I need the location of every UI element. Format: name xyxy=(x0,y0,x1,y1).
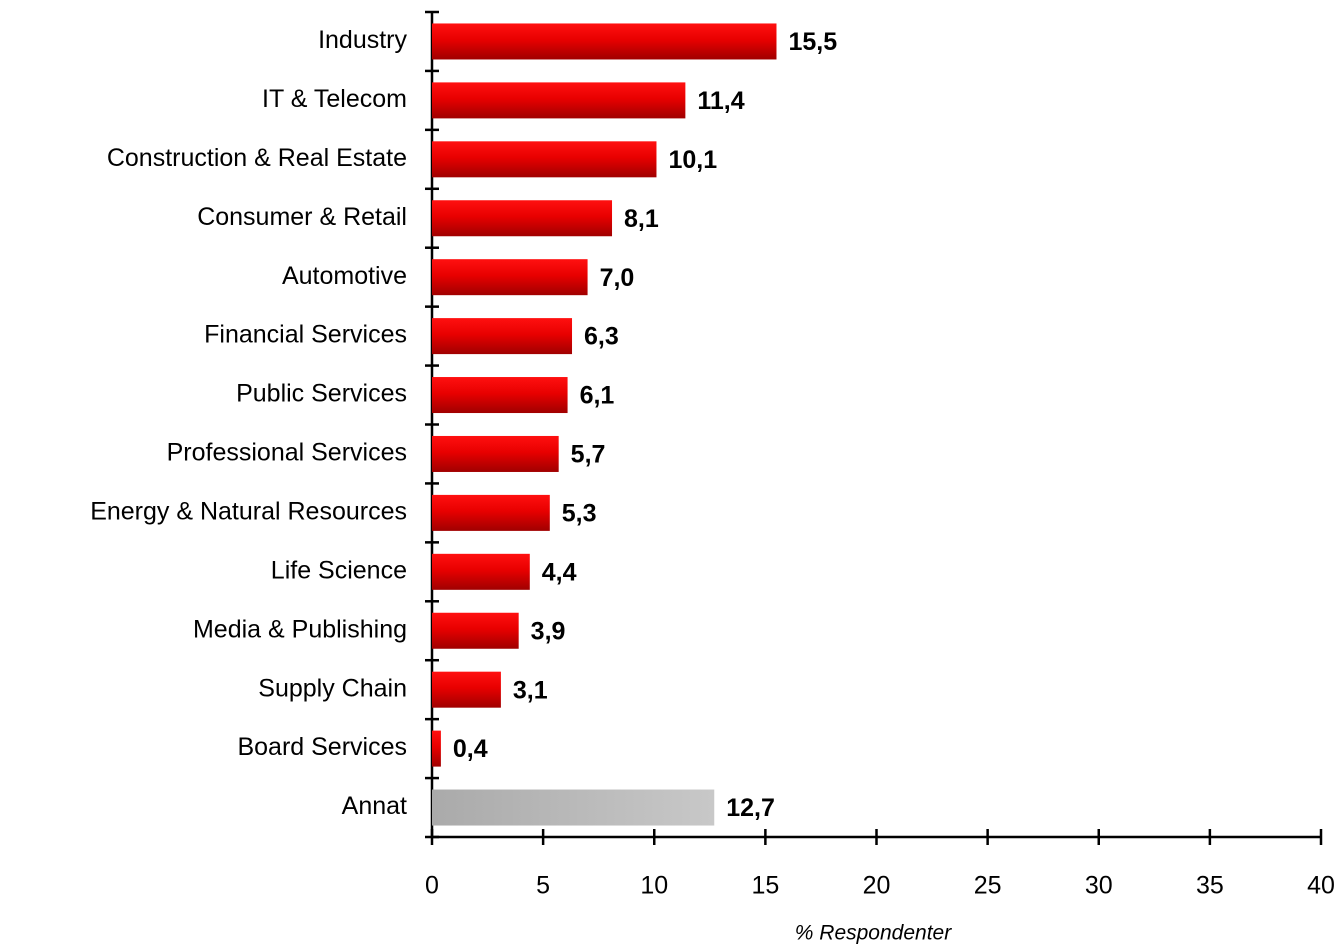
data-label: 5,7 xyxy=(571,441,606,469)
data-label: 11,4 xyxy=(697,87,744,115)
y-tick-label: Public Services xyxy=(236,380,407,408)
y-tick-label: Supply Chain xyxy=(258,674,407,702)
bar xyxy=(432,730,441,767)
data-label: 5,3 xyxy=(562,500,597,528)
x-tick-label: 10 xyxy=(640,872,668,900)
bar xyxy=(432,553,530,590)
y-tick-label: Media & Publishing xyxy=(193,615,407,643)
x-tick-label: 5 xyxy=(536,872,550,900)
bar xyxy=(432,141,657,178)
x-tick-label: 30 xyxy=(1085,872,1113,900)
data-label: 7,0 xyxy=(600,264,635,292)
data-label: 6,3 xyxy=(584,323,619,351)
x-tick-label: 40 xyxy=(1307,872,1335,900)
bar xyxy=(432,494,550,531)
x-tick-label: 15 xyxy=(751,872,779,900)
bar xyxy=(432,671,501,708)
y-tick-label: Energy & Natural Resources xyxy=(90,498,407,526)
x-axis-label: % Respondenter xyxy=(795,922,952,945)
x-tick-label: 0 xyxy=(425,872,439,900)
x-tick-label: 35 xyxy=(1196,872,1224,900)
data-label: 3,9 xyxy=(531,617,566,645)
bar xyxy=(432,435,559,472)
y-tick-label: Construction & Real Estate xyxy=(107,144,407,172)
data-label: 8,1 xyxy=(624,205,659,233)
x-tick-label: 25 xyxy=(974,872,1002,900)
bar xyxy=(432,377,568,414)
bar xyxy=(432,789,715,826)
bar xyxy=(432,23,777,60)
bar xyxy=(432,82,686,119)
bar xyxy=(432,318,573,355)
bar xyxy=(432,200,613,237)
bar xyxy=(432,612,519,649)
data-label: 0,4 xyxy=(453,735,488,763)
y-tick-label: Financial Services xyxy=(204,321,407,349)
data-label: 3,1 xyxy=(513,676,548,704)
y-tick-label: Life Science xyxy=(271,556,407,584)
bar xyxy=(432,259,588,296)
y-tick-label: Automotive xyxy=(282,262,407,290)
y-tick-label: Consumer & Retail xyxy=(197,203,407,231)
data-label: 10,1 xyxy=(668,146,717,174)
y-tick-label: Industry xyxy=(318,26,407,54)
data-label: 6,1 xyxy=(580,382,615,410)
data-label: 4,4 xyxy=(542,558,577,586)
data-label: 12,7 xyxy=(726,794,775,822)
data-label: 15,5 xyxy=(788,28,837,56)
y-tick-label: Professional Services xyxy=(167,439,407,467)
y-tick-label: IT & Telecom xyxy=(262,85,407,113)
x-tick-label: 20 xyxy=(863,872,891,900)
y-tick-label: Annat xyxy=(342,792,407,820)
y-tick-label: Board Services xyxy=(237,733,407,761)
